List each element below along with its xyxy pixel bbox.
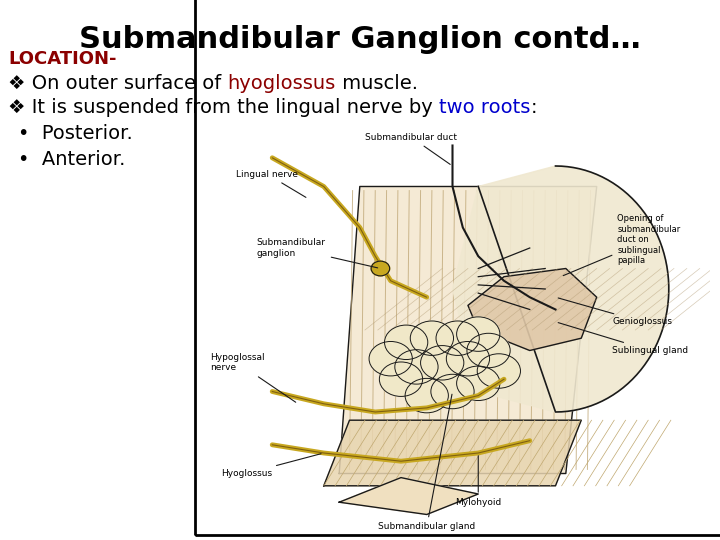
Text: Submandibular
ganglion: Submandibular ganglion xyxy=(257,238,378,268)
Circle shape xyxy=(395,350,438,384)
Text: two roots: two roots xyxy=(439,98,531,117)
Circle shape xyxy=(369,341,413,376)
Polygon shape xyxy=(468,268,597,350)
Text: Sublingual gland: Sublingual gland xyxy=(558,322,688,355)
Circle shape xyxy=(477,354,521,388)
Circle shape xyxy=(410,321,454,355)
Text: hyoglossus: hyoglossus xyxy=(228,74,336,93)
Text: Genioglossus: Genioglossus xyxy=(558,298,672,326)
Circle shape xyxy=(456,317,500,352)
Text: ❖ On outer surface of: ❖ On outer surface of xyxy=(8,74,228,93)
Circle shape xyxy=(384,325,428,360)
Text: •  Posterior.: • Posterior. xyxy=(18,124,132,143)
Circle shape xyxy=(467,333,510,368)
Circle shape xyxy=(446,341,490,376)
Polygon shape xyxy=(339,186,597,474)
Polygon shape xyxy=(339,477,478,515)
Polygon shape xyxy=(324,420,581,486)
Text: Submandibular duct: Submandibular duct xyxy=(365,133,457,164)
Text: muscle.: muscle. xyxy=(336,74,418,93)
Text: LOCATION-: LOCATION- xyxy=(8,50,117,68)
Circle shape xyxy=(405,379,449,413)
Circle shape xyxy=(371,261,390,276)
Text: Opening of
submandibular
duct on
sublingual
papilla: Opening of submandibular duct on subling… xyxy=(563,214,680,275)
Circle shape xyxy=(420,346,464,380)
Text: Mylohyoid: Mylohyoid xyxy=(455,456,501,507)
Text: Submandibular Ganglion contd…: Submandibular Ganglion contd… xyxy=(79,25,641,54)
Circle shape xyxy=(379,362,423,396)
Circle shape xyxy=(431,374,474,409)
Text: Hyoglossus: Hyoglossus xyxy=(221,454,321,478)
Text: ❖ It is suspended from the lingual nerve by: ❖ It is suspended from the lingual nerve… xyxy=(8,98,439,117)
Polygon shape xyxy=(452,166,669,412)
Text: Submandibular gland: Submandibular gland xyxy=(378,394,475,531)
Circle shape xyxy=(456,366,500,401)
Text: Lingual nerve: Lingual nerve xyxy=(236,170,306,198)
Text: :: : xyxy=(531,98,537,117)
Circle shape xyxy=(436,321,480,355)
Text: •  Anterior.: • Anterior. xyxy=(18,150,125,169)
Text: Hypoglossal
nerve: Hypoglossal nerve xyxy=(210,353,296,402)
